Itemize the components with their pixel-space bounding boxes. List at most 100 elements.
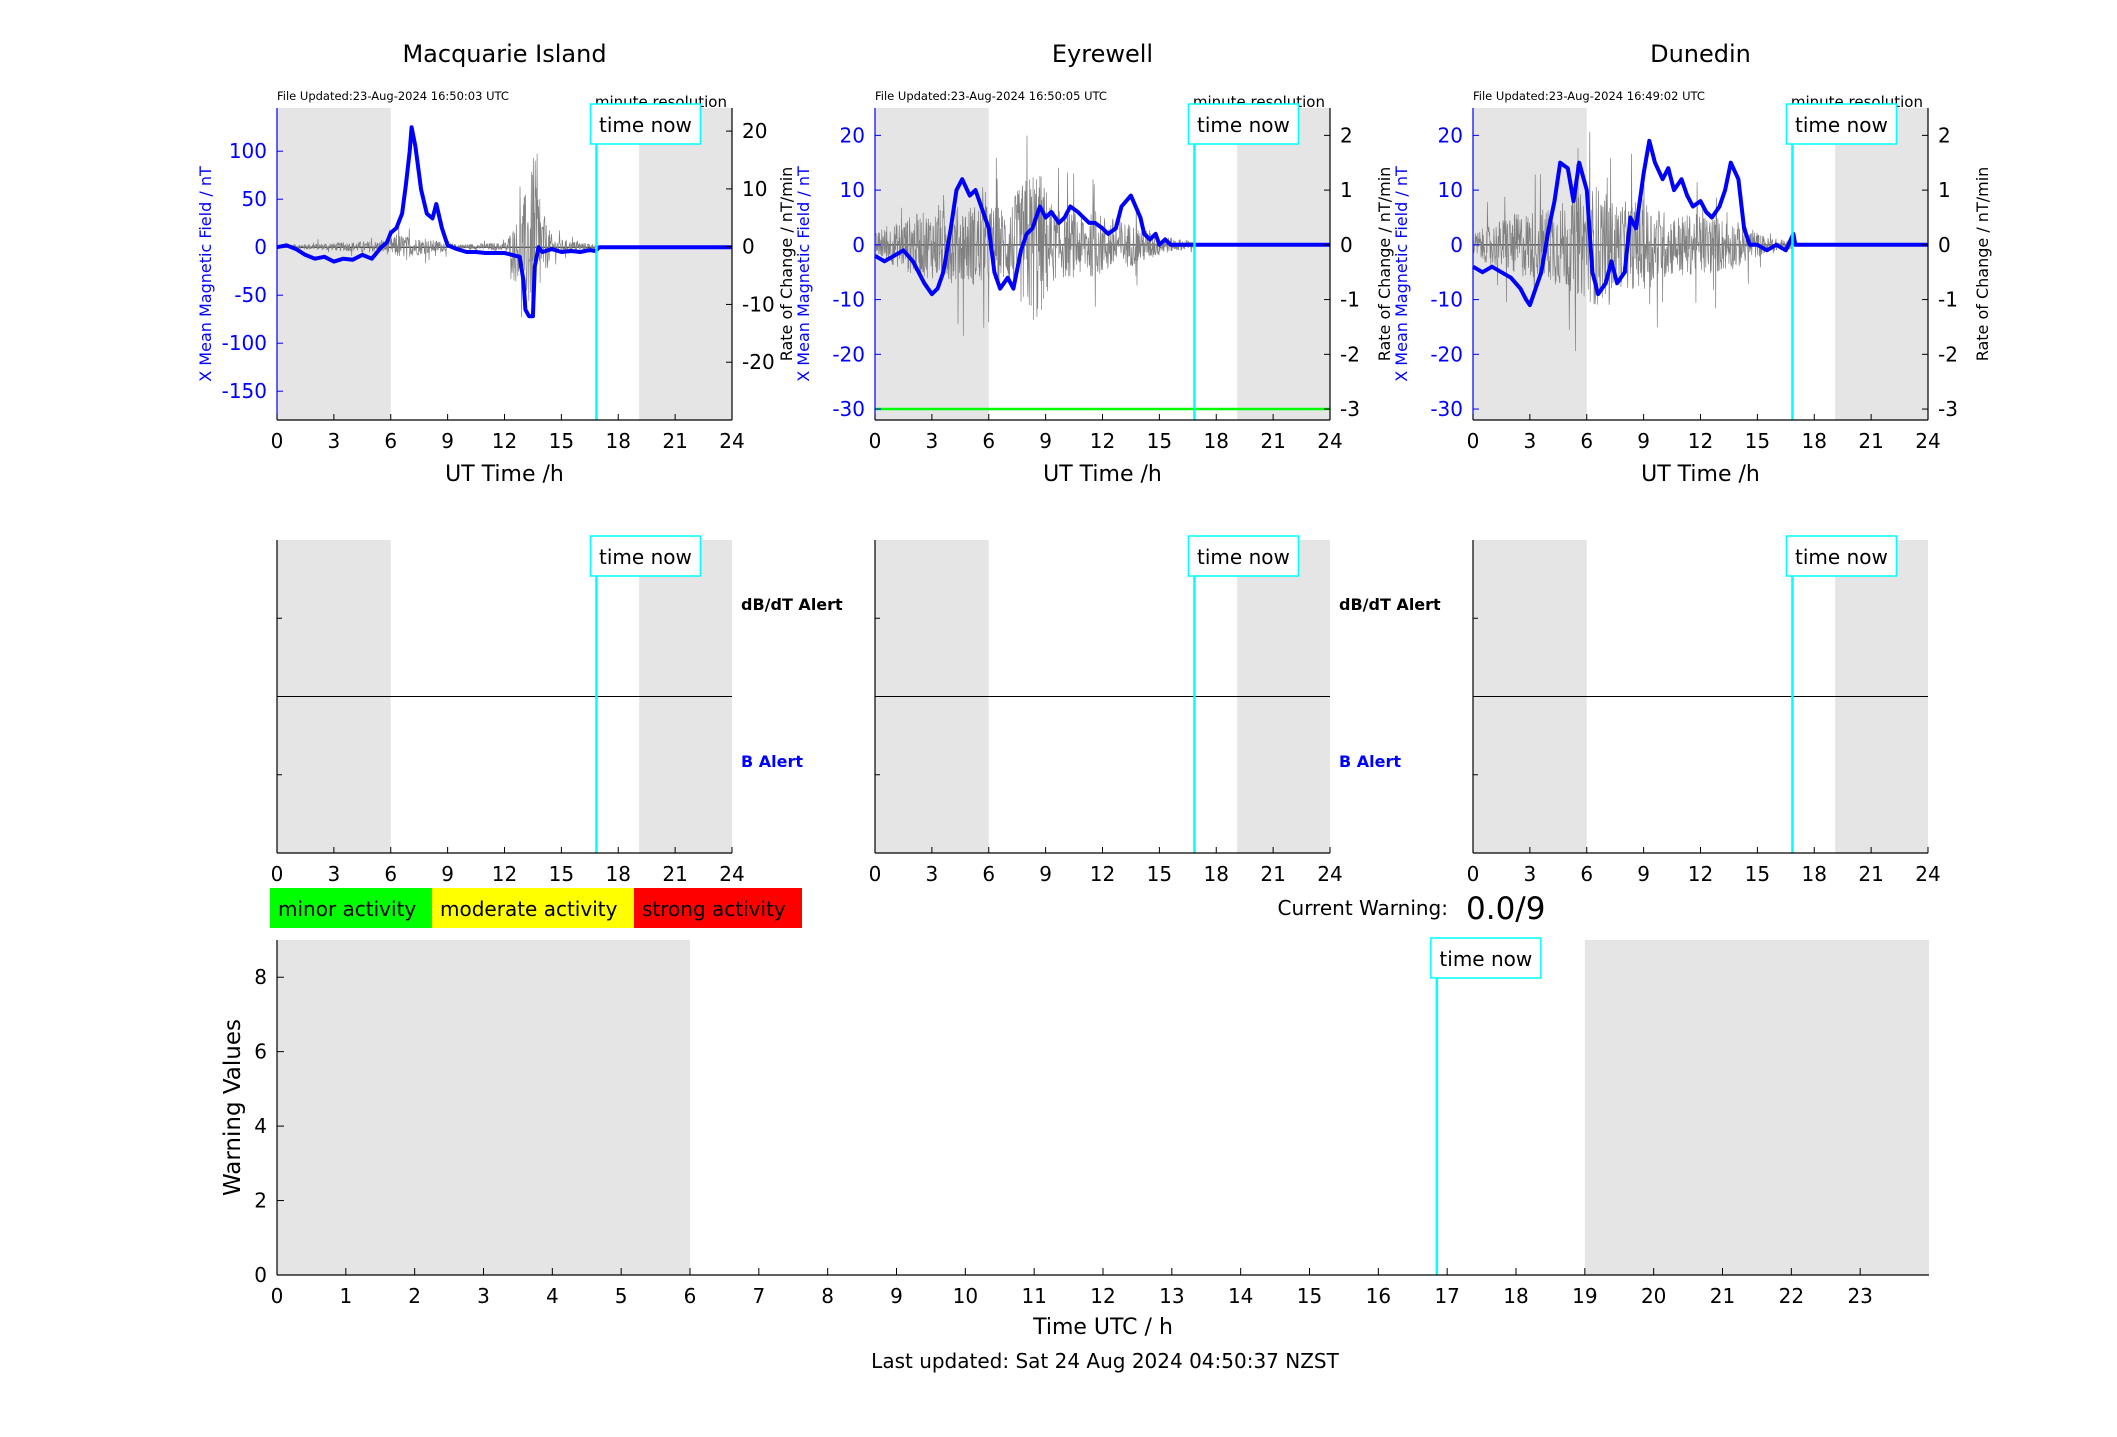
y2-tick-label: 10 (742, 177, 767, 201)
y-tick-label: -20 (1430, 342, 1463, 366)
y2-tick-label: 1 (1340, 178, 1353, 202)
time-now-label: time now (599, 113, 692, 137)
alert-panel-3: 0 3 6 9 12 15 18 21 24 time now (1467, 535, 1941, 886)
station-title: Macquarie Island (402, 40, 606, 68)
current-warning-label: Current Warning: (1278, 896, 1448, 920)
x-tick-label: 9 (1039, 862, 1052, 886)
y-axis-label: Warning Values (220, 1019, 246, 1196)
x-tick-label: 8 (821, 1284, 834, 1308)
x-tick-label: 3 (1524, 862, 1537, 886)
y-tick-label: -30 (1430, 397, 1463, 421)
x-tick-label: 21 (1858, 429, 1883, 453)
x-tick-label: 9 (441, 429, 454, 453)
x-tick-label: 15 (1297, 1284, 1322, 1308)
x-tick-label: 17 (1434, 1284, 1459, 1308)
legend-label: moderate activity (440, 897, 618, 921)
y2-tick-label: -3 (1340, 397, 1360, 421)
x-tick-label: 6 (982, 862, 995, 886)
y-axis-label: X Mean Magnetic Field / nT (196, 166, 215, 382)
file-updated-text: File Updated:23-Aug-2024 16:50:03 UTC (277, 89, 509, 103)
x-tick-label: 24 (1317, 862, 1342, 886)
y2-tick-label: 0 (1340, 233, 1353, 257)
night-shading (277, 108, 391, 420)
y-axis-label: X Mean Magnetic Field / nT (1392, 166, 1411, 382)
x-tick-label: 0 (271, 862, 284, 886)
y-tick-label: 20 (840, 123, 865, 147)
legend-swatch (270, 888, 432, 928)
x-axis-label: UT Time /h (1043, 462, 1162, 487)
time-now-label: time now (1197, 113, 1290, 137)
x-tick-label: 3 (328, 429, 341, 453)
x-tick-label: 21 (1260, 862, 1285, 886)
x-tick-label: 3 (1524, 429, 1537, 453)
current-warning-value: 0.0/9 (1466, 891, 1545, 927)
legend-label: strong activity (642, 897, 786, 921)
y2-axis-label: Rate of Change / nT/min (1973, 167, 1992, 362)
y-tick-label: 4 (254, 1114, 267, 1138)
x-tick-label: 6 (1580, 429, 1593, 453)
x-tick-label: 14 (1228, 1284, 1253, 1308)
x-tick-label: 0 (1467, 862, 1480, 886)
y2-tick-label: -2 (1938, 342, 1958, 366)
activity-legend: minor activity moderate activity strong ac… (270, 888, 802, 928)
rate-of-change-line (875, 135, 1195, 336)
x-tick-label: 18 (1802, 862, 1827, 886)
y2-tick-label: 2 (1938, 123, 1951, 147)
x-tick-label: 11 (1021, 1284, 1046, 1308)
y2-tick-label: 20 (742, 119, 767, 143)
y2-tick-label: 0 (1938, 233, 1951, 257)
x-tick-label: 18 (1802, 429, 1827, 453)
x-tick-label: 0 (271, 1284, 284, 1308)
x-tick-label: 6 (982, 429, 995, 453)
y2-tick-label: 2 (1340, 123, 1353, 147)
time-now-label-box (589, 103, 702, 145)
night-shading (277, 940, 690, 1275)
x-tick-label: 21 (662, 862, 687, 886)
x-tick-label: 12 (492, 429, 517, 453)
x-tick-label: 24 (719, 862, 744, 886)
time-now-label: time now (599, 545, 692, 569)
x-tick-label: 15 (1147, 862, 1172, 886)
y2-tick-label: 0 (742, 235, 755, 259)
station-panel-2: 0 3 6 9 12 15 18 21 24-30-20-1001020-3-2-1012Eyr… (794, 40, 1394, 487)
night-shading (1584, 940, 1929, 1275)
x-tick-label: 21 (1710, 1284, 1735, 1308)
x-tick-label: 24 (719, 429, 744, 453)
x-tick-label: 3 (328, 862, 341, 886)
x-tick-label: 19 (1572, 1284, 1597, 1308)
night-shading (1237, 108, 1330, 420)
time-now-label-box (1785, 103, 1898, 145)
x-tick-label: 24 (1915, 429, 1940, 453)
x-tick-label: 24 (1317, 429, 1342, 453)
x-tick-label: 15 (1147, 429, 1172, 453)
x-tick-label: 5 (615, 1284, 628, 1308)
y2-axis-label: Rate of Change / nT/min (1375, 167, 1394, 362)
dbdt-alert-label: dB/dT Alert (741, 595, 843, 614)
time-now-label: time now (1439, 947, 1532, 971)
y2-tick-label: -1 (1340, 288, 1360, 312)
y-tick-label: 0 (254, 235, 267, 259)
magnetic-field-line (1471, 138, 1928, 308)
y-tick-label: 50 (242, 187, 267, 211)
y-tick-label: -100 (222, 331, 267, 355)
rate-of-change-line (277, 153, 597, 318)
station-title: Dunedin (1650, 40, 1751, 68)
x-tick-label: 6 (1580, 862, 1593, 886)
file-updated-text: File Updated:23-Aug-2024 16:49:02 UTC (1473, 89, 1705, 103)
magnetic-field-line (276, 125, 732, 319)
time-now-label-box (1430, 937, 1542, 979)
x-tick-label: 21 (1858, 862, 1883, 886)
y-tick-label: -30 (832, 397, 865, 421)
x-tick-label: 6 (384, 429, 397, 453)
legend-swatch (432, 888, 634, 928)
x-tick-label: 9 (1637, 429, 1650, 453)
time-now-label: time now (1795, 545, 1888, 569)
file-updated-text: File Updated:23-Aug-2024 16:50:05 UTC (875, 89, 1107, 103)
y2-tick-label: -3 (1938, 397, 1958, 421)
y-tick-label: 0 (1450, 233, 1463, 257)
y-tick-label: -10 (832, 288, 865, 312)
station-panel-3: 0 3 6 9 12 15 18 21 24-30-20-1001020-3-2-1012Dun… (1392, 40, 1992, 487)
x-tick-label: 0 (869, 862, 882, 886)
y-tick-label: 100 (229, 139, 267, 163)
